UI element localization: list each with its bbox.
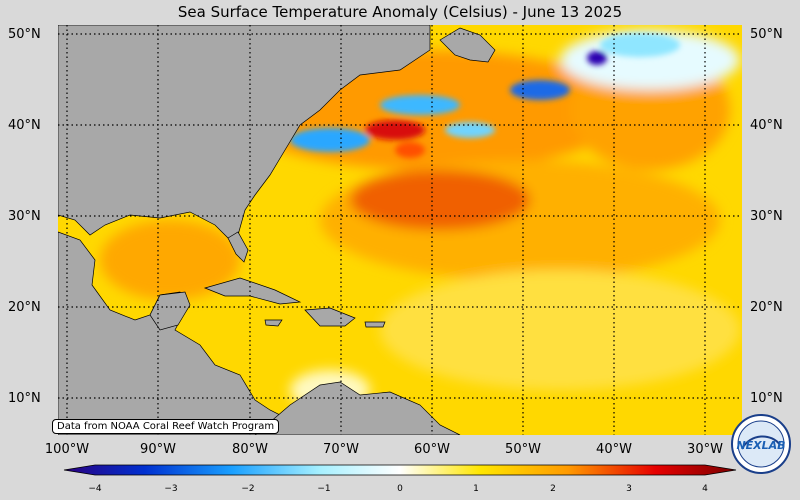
land (58, 25, 496, 435)
lat-label-left: 50°N (8, 27, 41, 42)
colorbar-tick: −1 (317, 484, 331, 494)
graticule (58, 25, 742, 435)
colorbar-tick: 0 (397, 484, 403, 494)
colorbar-tick: 1 (473, 484, 479, 494)
lon-label: 60°W (414, 442, 450, 457)
svg-text:NEXLAB: NEXLAB (736, 439, 785, 452)
lat-label-left: 40°N (8, 118, 41, 133)
lat-label-right: 40°N (750, 118, 783, 133)
colorbar-tick: −3 (164, 484, 178, 494)
lon-label: 70°W (323, 442, 359, 457)
map-title: Sea Surface Temperature Anomaly (Celsius… (177, 3, 623, 21)
colorbar-tick: −4 (88, 484, 102, 494)
lat-label-right: 20°N (750, 300, 783, 315)
lon-label: 80°W (232, 442, 268, 457)
lat-label-right: 10°N (750, 391, 783, 406)
data-attribution: Data from NOAA Coral Reef Watch Program (52, 419, 280, 434)
colorbar-tick: 3 (626, 484, 632, 494)
sst-field (58, 25, 742, 435)
lon-label: 30°W (687, 442, 723, 457)
lon-label: 50°W (505, 442, 541, 457)
lat-label-left: 10°N (8, 391, 41, 406)
lat-label-right: 50°N (750, 27, 783, 42)
colorbar-tick: 4 (702, 484, 708, 494)
lon-label: 90°W (140, 442, 176, 457)
colorbar-tick: 2 (550, 484, 556, 494)
lat-label-right: 30°N (750, 209, 783, 224)
lat-label-left: 30°N (8, 209, 41, 224)
lon-label: 40°W (596, 442, 632, 457)
lon-label: 100°W (44, 442, 90, 457)
nexlab-logo[interactable]: NEXLAB (730, 413, 792, 475)
colorbar (63, 464, 737, 476)
colorbar-tick: −2 (241, 484, 255, 494)
lat-label-left: 20°N (8, 300, 41, 315)
